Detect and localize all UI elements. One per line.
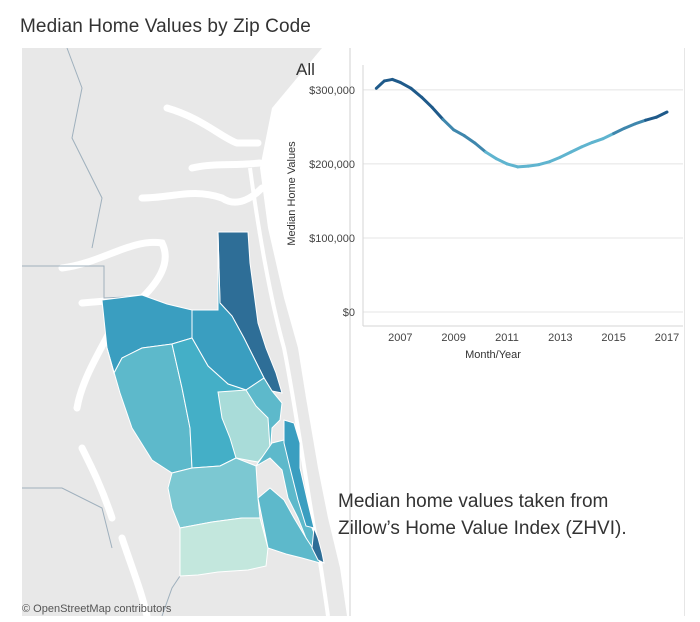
series-segment[interactable] [441, 117, 456, 132]
x-tick-label: 2007 [388, 332, 412, 344]
x-tick-label: 2011 [495, 332, 519, 344]
map-attribution: © OpenStreetMap contributors [22, 603, 172, 615]
series-segment[interactable] [484, 150, 498, 161]
zip-code-map[interactable] [22, 48, 352, 616]
x-tick-label: 2009 [441, 332, 465, 344]
county-line-west [22, 487, 113, 549]
zip-region-coast-tip[interactable] [311, 527, 325, 564]
series-segment[interactable] [452, 128, 466, 138]
caption-line-1: Median home values taken from [338, 491, 609, 512]
y-tick-label: $200,000 [309, 159, 355, 171]
series-segment[interactable] [644, 115, 658, 122]
series-segment[interactable] [430, 106, 445, 121]
series-segment[interactable] [420, 95, 434, 110]
x-tick-label: 2017 [655, 332, 679, 344]
series-segment[interactable] [374, 79, 386, 90]
series-segment[interactable] [505, 162, 520, 169]
series-segment[interactable] [537, 160, 552, 167]
series-segment[interactable] [409, 86, 424, 99]
x-tick-label: 2015 [601, 332, 625, 344]
x-tick-label: 2013 [548, 332, 572, 344]
series-segment[interactable] [569, 145, 584, 154]
series-segment[interactable] [633, 118, 648, 126]
series-segment[interactable] [548, 155, 562, 164]
series-segment[interactable] [558, 150, 573, 159]
x-axis-ticks: 2007 2009 2011 2013 2015 2017 [388, 332, 679, 344]
series-segment[interactable] [590, 137, 605, 144]
series-segment[interactable] [494, 157, 509, 166]
y-axis-label: Median Home Values [286, 141, 298, 246]
caption: Median home values taken from Zillow’s H… [338, 488, 688, 542]
series-segment[interactable] [654, 110, 669, 119]
y-tick-label: $300,000 [309, 85, 355, 97]
series-segment[interactable] [580, 140, 594, 149]
series-segment[interactable] [601, 132, 616, 141]
chart-title: All [296, 60, 315, 79]
series-segment[interactable] [398, 80, 413, 90]
county-line-south [161, 572, 183, 616]
series-segment[interactable] [473, 141, 488, 154]
dashboard-title: Median Home Values by Zip Code [20, 16, 311, 37]
line-chart[interactable]: $0$100,000$200,000$300,000 2007 2009 2011 2… [285, 55, 690, 375]
chart-gridlines [362, 65, 683, 327]
y-axis-ticks: $0 $100,000 $200,000 $300,000 [309, 85, 355, 319]
dashboard-panel [22, 48, 685, 616]
y-tick-label: $100,000 [309, 233, 355, 245]
series-segment[interactable] [612, 126, 626, 136]
county-line-top [66, 48, 103, 249]
series-segment[interactable] [526, 163, 541, 168]
caption-line-2: Zillow’s Home Value Index (ZHVI). [338, 518, 627, 539]
series-segment[interactable] [462, 134, 477, 145]
zip-region-south[interactable] [179, 517, 269, 577]
ocean [260, 48, 352, 616]
y-tick-label: $0 [343, 307, 355, 319]
series-segment[interactable] [516, 164, 530, 169]
series-segment[interactable] [622, 122, 637, 130]
series-lines[interactable] [374, 77, 669, 169]
x-axis-label: Month/Year [465, 349, 521, 361]
